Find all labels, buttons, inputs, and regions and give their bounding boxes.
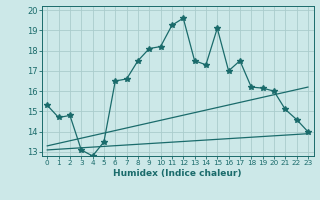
X-axis label: Humidex (Indice chaleur): Humidex (Indice chaleur): [113, 169, 242, 178]
